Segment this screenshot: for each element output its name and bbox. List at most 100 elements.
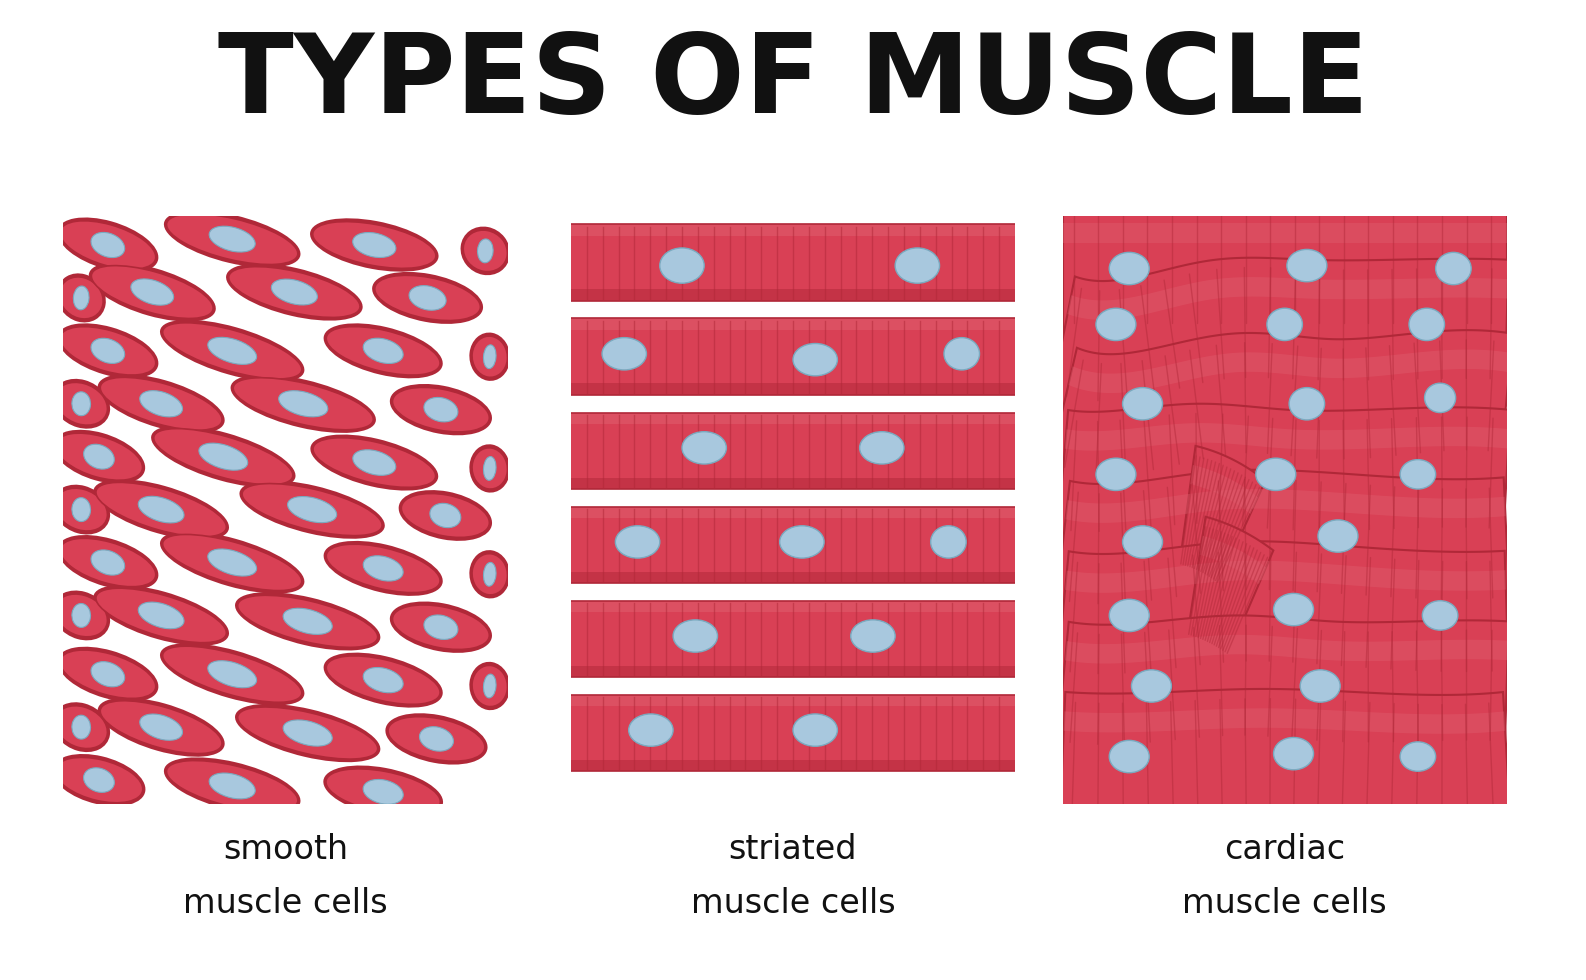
Ellipse shape [1131,670,1172,702]
Ellipse shape [227,264,363,320]
Bar [571,507,1015,583]
Ellipse shape [423,398,458,421]
Ellipse shape [94,585,228,646]
Ellipse shape [1123,387,1163,419]
Polygon shape [1066,635,1508,663]
Ellipse shape [71,392,90,416]
Ellipse shape [100,377,222,430]
Ellipse shape [160,643,305,706]
Ellipse shape [235,592,381,651]
Ellipse shape [363,556,403,581]
Ellipse shape [230,374,376,433]
Ellipse shape [1424,383,1456,413]
Ellipse shape [401,494,490,537]
Ellipse shape [52,430,146,483]
Bar [571,507,1015,518]
Ellipse shape [1267,308,1302,340]
Ellipse shape [90,550,125,575]
Ellipse shape [363,779,403,805]
Ellipse shape [56,433,143,480]
Bar [571,695,1015,707]
Ellipse shape [419,727,454,751]
Ellipse shape [132,279,173,305]
Ellipse shape [327,544,439,593]
Ellipse shape [209,226,255,252]
Ellipse shape [473,336,508,377]
Ellipse shape [392,605,490,650]
Ellipse shape [469,662,511,710]
Ellipse shape [1408,308,1445,340]
Ellipse shape [324,765,442,818]
Ellipse shape [73,286,89,310]
Ellipse shape [138,496,184,523]
Polygon shape [1056,541,1508,683]
Ellipse shape [469,550,511,599]
Ellipse shape [850,620,895,653]
Ellipse shape [84,444,114,469]
Ellipse shape [324,323,442,378]
Ellipse shape [209,773,255,799]
Ellipse shape [463,230,508,271]
Ellipse shape [56,382,108,425]
Polygon shape [1050,258,1508,411]
Ellipse shape [59,277,103,318]
Ellipse shape [228,267,360,318]
Ellipse shape [484,345,496,368]
Ellipse shape [944,337,980,369]
Ellipse shape [163,646,301,703]
Ellipse shape [373,271,484,324]
Ellipse shape [780,525,825,559]
Bar [571,477,1015,489]
Ellipse shape [208,337,257,365]
Ellipse shape [860,431,904,464]
Ellipse shape [284,609,331,634]
Polygon shape [1066,489,1505,523]
Ellipse shape [1286,250,1327,282]
Ellipse shape [90,662,125,687]
Ellipse shape [363,338,403,364]
Bar [571,224,1015,301]
Ellipse shape [473,554,508,595]
Ellipse shape [163,534,301,591]
Ellipse shape [409,285,446,311]
Bar [571,413,1015,424]
Ellipse shape [57,535,159,590]
Ellipse shape [1274,593,1313,626]
Ellipse shape [71,604,90,627]
Ellipse shape [52,379,109,428]
Polygon shape [1058,404,1510,541]
Bar [571,571,1015,583]
Ellipse shape [239,480,385,539]
Bar [571,413,1015,489]
Polygon shape [1048,330,1513,483]
Text: TYPES OF MUSCLE: TYPES OF MUSCLE [217,29,1369,136]
Ellipse shape [57,273,106,322]
Polygon shape [1064,423,1510,451]
Polygon shape [1199,536,1266,584]
Ellipse shape [392,387,490,432]
Ellipse shape [477,239,493,263]
Ellipse shape [603,337,647,369]
Ellipse shape [423,615,458,639]
Ellipse shape [238,595,377,648]
Ellipse shape [56,758,143,803]
Ellipse shape [1423,601,1458,630]
Ellipse shape [352,232,396,258]
Ellipse shape [1274,738,1313,770]
Bar [571,289,1015,301]
Ellipse shape [327,769,441,814]
Ellipse shape [52,754,146,807]
Polygon shape [1059,689,1510,824]
Ellipse shape [1109,741,1150,772]
Ellipse shape [208,661,257,688]
Ellipse shape [60,326,155,375]
Ellipse shape [473,665,508,707]
Ellipse shape [198,443,247,470]
Ellipse shape [363,667,403,693]
Ellipse shape [233,377,373,430]
Ellipse shape [140,714,182,740]
Ellipse shape [1096,308,1136,340]
Ellipse shape [154,428,293,485]
Ellipse shape [1256,459,1296,490]
Ellipse shape [94,479,228,540]
